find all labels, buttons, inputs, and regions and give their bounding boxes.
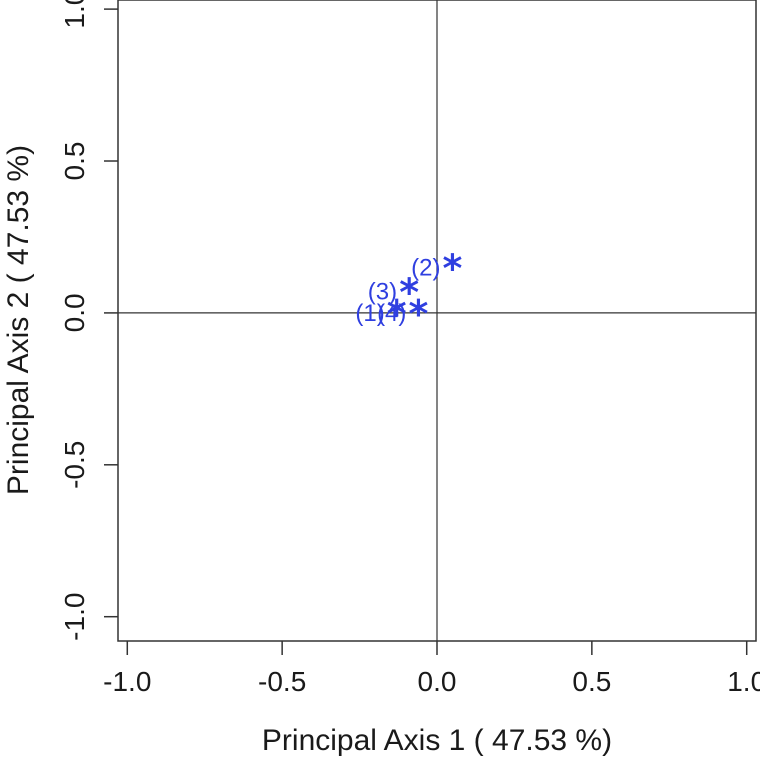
- y-axis: -1.0 -0.5 0.0 0.5 1.0: [59, 0, 118, 641]
- x-axis: -1.0 -0.5 0.0 0.5 1.0: [103, 641, 760, 697]
- x-tick-label: 0.5: [572, 666, 611, 697]
- point-label: (2): [411, 254, 440, 281]
- point-label: (1): [355, 300, 384, 327]
- y-tick-label: 0.5: [59, 142, 90, 181]
- point-label: (3): [368, 279, 397, 306]
- x-tick-label: -1.0: [103, 666, 151, 697]
- x-tick-label: -0.5: [258, 666, 306, 697]
- y-tick-label: 1.0: [59, 0, 90, 29]
- point-marker: *: [443, 246, 463, 290]
- data-points: *(1)*(2)*(3) *(4): [355, 246, 462, 336]
- point-label: (4): [377, 300, 406, 327]
- point-marker: *: [399, 271, 419, 315]
- y-tick-label: -1.0: [59, 593, 90, 641]
- y-tick-label: -0.5: [59, 441, 90, 489]
- point-marker: *: [387, 292, 407, 336]
- y-tick-label: 0.0: [59, 293, 90, 332]
- y-axis-title: Principal Axis 2 ( 47.53 %): [2, 145, 35, 495]
- x-axis-title: Principal Axis 1 ( 47.53 %): [262, 724, 612, 757]
- point-marker: *: [408, 292, 428, 336]
- x-tick-label: 1.0: [727, 666, 760, 697]
- x-tick-label: 0.0: [418, 666, 457, 697]
